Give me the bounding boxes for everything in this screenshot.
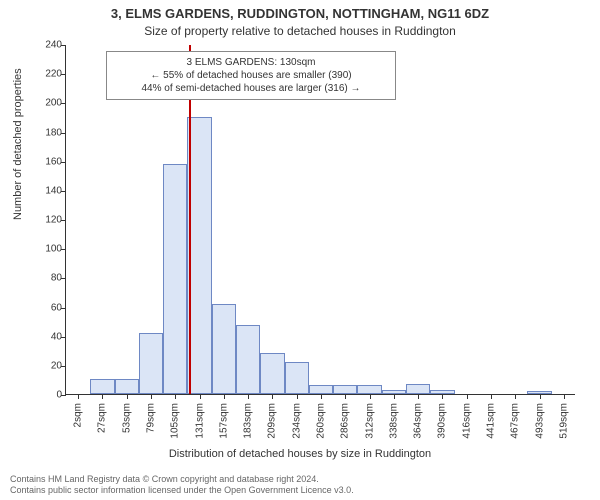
y-tick-mark bbox=[61, 162, 66, 163]
y-tick-mark bbox=[61, 45, 66, 46]
histogram-bar bbox=[430, 390, 454, 394]
x-tick-mark bbox=[151, 394, 152, 399]
x-tick-mark bbox=[564, 394, 565, 399]
info-line2: ← 55% of detached houses are smaller (39… bbox=[115, 69, 387, 82]
y-tick-mark bbox=[61, 133, 66, 134]
x-tick-mark bbox=[297, 394, 298, 399]
y-tick-label: 220 bbox=[28, 69, 62, 80]
x-tick-label: 209sqm bbox=[267, 403, 278, 439]
x-tick-label: 157sqm bbox=[218, 403, 229, 439]
x-tick-label: 493sqm bbox=[534, 403, 545, 439]
x-tick-label: 183sqm bbox=[243, 403, 254, 439]
y-tick-label: 160 bbox=[28, 156, 62, 167]
x-axis-label: Distribution of detached houses by size … bbox=[0, 448, 600, 460]
y-tick-label: 0 bbox=[28, 390, 62, 401]
histogram-bar bbox=[236, 325, 260, 394]
y-tick-mark bbox=[61, 220, 66, 221]
x-tick-label: 519sqm bbox=[558, 403, 569, 439]
x-tick-label: 260sqm bbox=[316, 403, 327, 439]
x-tick-label: 467sqm bbox=[510, 403, 521, 439]
x-tick-label: 286sqm bbox=[340, 403, 351, 439]
x-tick-mark bbox=[491, 394, 492, 399]
y-tick-mark bbox=[61, 366, 66, 367]
y-tick-label: 60 bbox=[28, 302, 62, 313]
histogram-bar bbox=[333, 385, 357, 394]
x-tick-mark bbox=[224, 394, 225, 399]
x-tick-mark bbox=[102, 394, 103, 399]
y-tick-label: 200 bbox=[28, 98, 62, 109]
x-tick-mark bbox=[272, 394, 273, 399]
x-tick-label: 364sqm bbox=[413, 403, 424, 439]
x-tick-label: 416sqm bbox=[461, 403, 472, 439]
chart-title-line2: Size of property relative to detached ho… bbox=[0, 24, 600, 38]
y-tick-mark bbox=[61, 278, 66, 279]
x-tick-mark bbox=[127, 394, 128, 399]
y-tick-mark bbox=[61, 308, 66, 309]
y-tick-mark bbox=[61, 74, 66, 75]
info-line3: 44% of semi-detached houses are larger (… bbox=[115, 82, 387, 95]
histogram-bar bbox=[382, 390, 406, 394]
histogram-bar bbox=[139, 333, 163, 394]
histogram-bar bbox=[357, 385, 381, 394]
chart-title-line1: 3, ELMS GARDENS, RUDDINGTON, NOTTINGHAM,… bbox=[0, 6, 600, 21]
histogram-bar bbox=[212, 304, 236, 394]
x-tick-label: 105sqm bbox=[170, 403, 181, 439]
plot-area: 0204060801001201401601802002202402sqm27s… bbox=[65, 45, 575, 395]
info-line1: 3 ELMS GARDENS: 130sqm bbox=[115, 56, 387, 69]
y-tick-mark bbox=[61, 337, 66, 338]
y-tick-label: 80 bbox=[28, 273, 62, 284]
y-tick-mark bbox=[61, 191, 66, 192]
y-tick-label: 240 bbox=[28, 40, 62, 51]
x-tick-mark bbox=[418, 394, 419, 399]
x-tick-mark bbox=[370, 394, 371, 399]
y-tick-label: 40 bbox=[28, 331, 62, 342]
x-tick-mark bbox=[175, 394, 176, 399]
footer-text: Contains HM Land Registry data © Crown c… bbox=[10, 474, 354, 496]
x-tick-label: 2sqm bbox=[73, 403, 84, 427]
info-box: 3 ELMS GARDENS: 130sqm← 55% of detached … bbox=[106, 51, 396, 100]
x-tick-mark bbox=[515, 394, 516, 399]
y-tick-label: 140 bbox=[28, 185, 62, 196]
histogram-bar bbox=[90, 379, 114, 394]
x-tick-label: 390sqm bbox=[437, 403, 448, 439]
y-tick-label: 20 bbox=[28, 360, 62, 371]
y-tick-mark bbox=[61, 249, 66, 250]
histogram-bar bbox=[406, 384, 430, 394]
x-tick-label: 441sqm bbox=[486, 403, 497, 439]
histogram-chart: 3, ELMS GARDENS, RUDDINGTON, NOTTINGHAM,… bbox=[0, 0, 600, 500]
footer-line2: Contains public sector information licen… bbox=[10, 485, 354, 496]
y-tick-label: 180 bbox=[28, 127, 62, 138]
y-tick-mark bbox=[61, 103, 66, 104]
histogram-bar bbox=[527, 391, 551, 394]
plot-inner: 0204060801001201401601802002202402sqm27s… bbox=[65, 45, 575, 395]
x-tick-mark bbox=[78, 394, 79, 399]
x-tick-mark bbox=[200, 394, 201, 399]
histogram-bar bbox=[115, 379, 139, 394]
histogram-bar bbox=[260, 353, 284, 394]
histogram-bar bbox=[163, 164, 187, 394]
x-tick-mark bbox=[248, 394, 249, 399]
x-tick-mark bbox=[394, 394, 395, 399]
x-tick-label: 131sqm bbox=[194, 403, 205, 439]
x-tick-label: 53sqm bbox=[121, 403, 132, 433]
x-tick-mark bbox=[442, 394, 443, 399]
x-tick-label: 27sqm bbox=[97, 403, 108, 433]
x-tick-mark bbox=[321, 394, 322, 399]
y-tick-label: 100 bbox=[28, 244, 62, 255]
x-tick-label: 312sqm bbox=[364, 403, 375, 439]
histogram-bar bbox=[309, 385, 333, 394]
x-tick-label: 79sqm bbox=[146, 403, 157, 433]
y-axis-label: Number of detached properties bbox=[12, 68, 24, 220]
x-tick-mark bbox=[540, 394, 541, 399]
y-tick-label: 120 bbox=[28, 215, 62, 226]
histogram-bar bbox=[285, 362, 309, 394]
x-tick-label: 234sqm bbox=[291, 403, 302, 439]
y-tick-mark bbox=[61, 395, 66, 396]
x-tick-label: 338sqm bbox=[388, 403, 399, 439]
x-tick-mark bbox=[345, 394, 346, 399]
x-tick-mark bbox=[467, 394, 468, 399]
footer-line1: Contains HM Land Registry data © Crown c… bbox=[10, 474, 354, 485]
